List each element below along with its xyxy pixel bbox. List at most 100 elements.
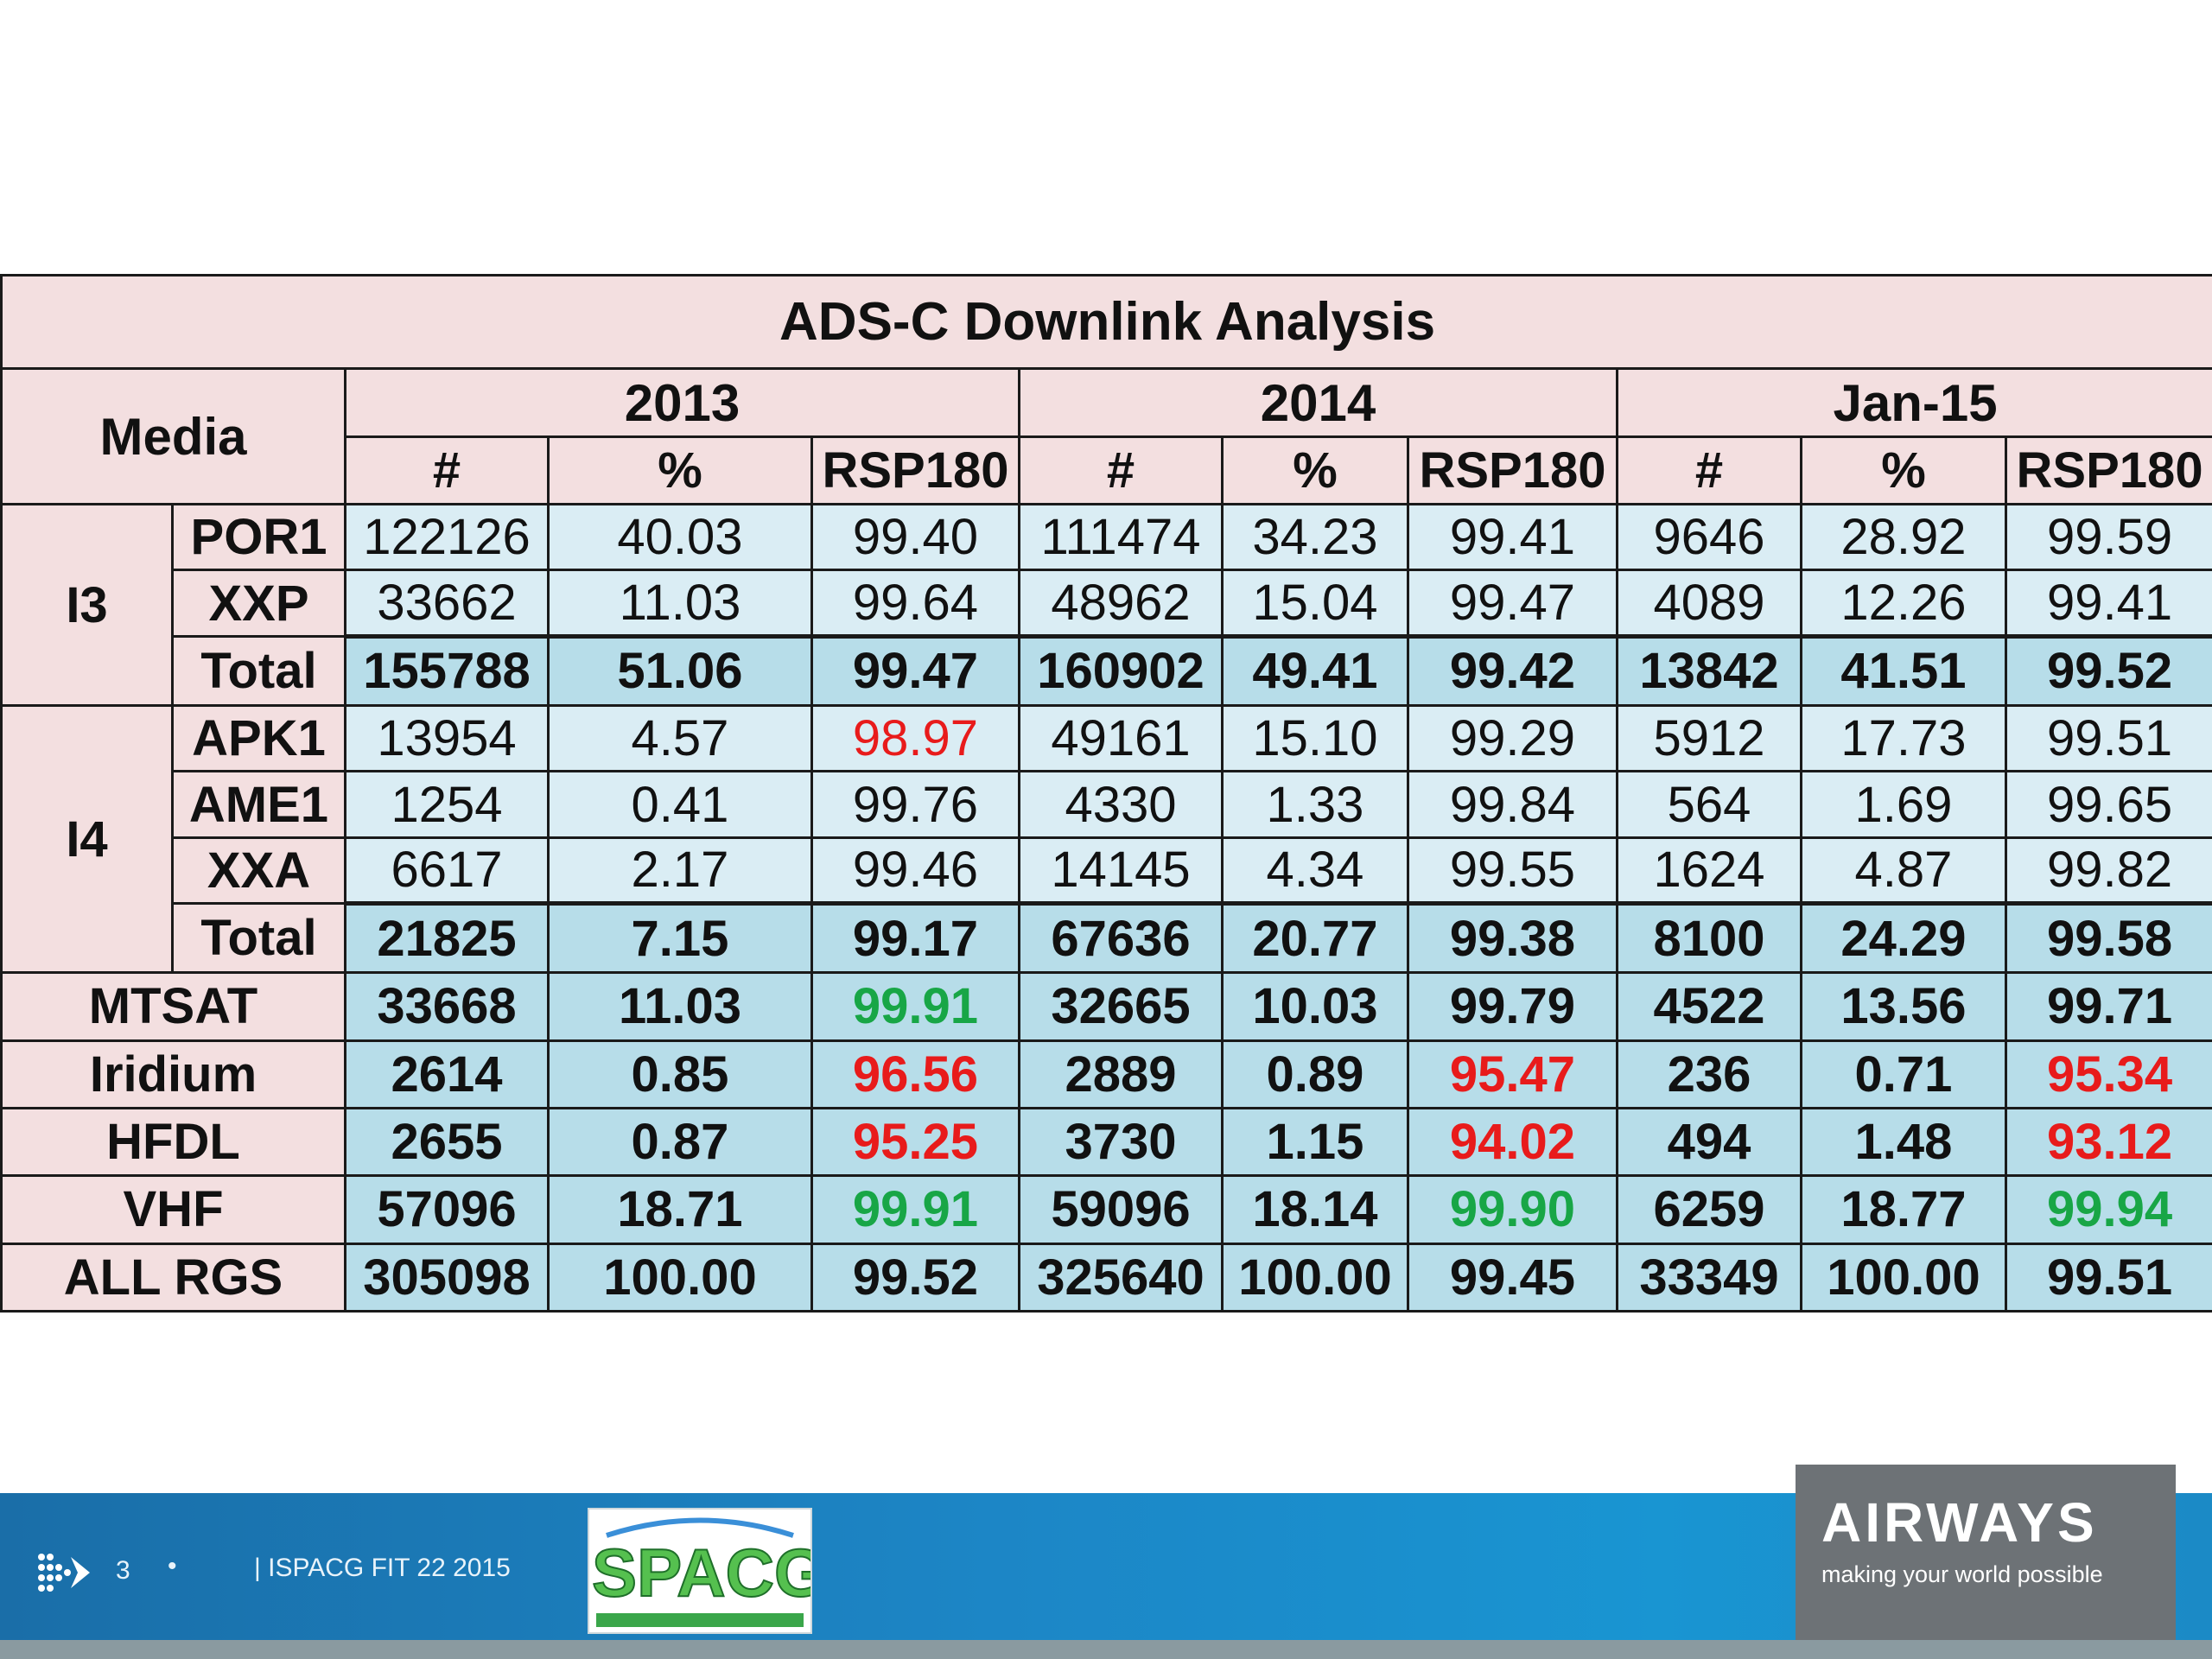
row-label: XXP [171, 569, 346, 638]
group-label: I4 [0, 704, 174, 975]
table-cell: 1254 [344, 770, 550, 839]
table-cell: 48962 [1018, 569, 1224, 638]
table-cell: 4330 [1018, 770, 1224, 839]
table-cell: 99.90 [1407, 1174, 1618, 1245]
table-cell: 99.38 [1407, 900, 1618, 975]
table-cell: 94.02 [1407, 1106, 1618, 1178]
table-cell: 99.52 [810, 1242, 1020, 1313]
table-cell: 6617 [344, 836, 550, 905]
table-row: Iridium 2614 0.85 96.56 2889 0.89 95.47 236 0.71… [0, 1039, 2212, 1109]
ispacg-logo: ISPACG [588, 1508, 812, 1634]
table-cell: 41.51 [1800, 633, 2007, 708]
table-cell: 160902 [1018, 633, 1224, 708]
table-cell: 95.34 [2004, 1039, 2212, 1109]
table-cell: 99.91 [810, 1174, 1020, 1245]
table-cell: 99.82 [2004, 836, 2212, 905]
media-header: Media [0, 367, 346, 506]
table-cell: 4089 [1616, 569, 1802, 638]
table-cell: 1.33 [1221, 770, 1409, 839]
chevron-arrows-icon [38, 1554, 90, 1592]
table-cell: 99.55 [1407, 836, 1618, 905]
table-cell: 18.77 [1800, 1174, 2007, 1245]
table-cell: 99.91 [810, 971, 1020, 1042]
brand-name: AIRWAYS [1821, 1491, 2098, 1554]
table-cell: 15.10 [1221, 704, 1409, 773]
table-cell: 7.15 [547, 900, 813, 975]
table-cell: 99.64 [810, 569, 1020, 638]
table-cell: 122126 [344, 503, 550, 572]
row-label: APK1 [171, 704, 346, 773]
table-cell: 99.45 [1407, 1242, 1618, 1313]
table-cell: 4.34 [1221, 836, 1409, 905]
table-cell: 95.25 [810, 1106, 1020, 1178]
table-cell: 99.59 [2004, 503, 2212, 572]
sub-header-percent: % [1800, 435, 2007, 506]
table-cell: 98.97 [810, 704, 1020, 773]
table-row: ALL RGS 305098 100.00 99.52 325640 100.00 99.4… [0, 1242, 2212, 1313]
table-cell: 100.00 [547, 1242, 813, 1313]
group-label: I3 [0, 503, 174, 708]
table-cell: 12.26 [1800, 569, 2007, 638]
table-cell: 99.84 [1407, 770, 1618, 839]
table-cell: 99.51 [2004, 1242, 2212, 1313]
table-cell: 5912 [1616, 704, 1802, 773]
row-label: AME1 [171, 770, 346, 839]
table-cell: 24.29 [1800, 900, 2007, 975]
row-label: VHF [0, 1174, 346, 1245]
table-row: Total 21825 7.15 99.17 67636 20.77 99.38 8100 24… [2, 900, 2212, 975]
table-cell: 2655 [344, 1106, 550, 1178]
table-cell: 305098 [344, 1242, 550, 1313]
table-cell: 2614 [344, 1039, 550, 1109]
table-cell: 99.79 [1407, 971, 1618, 1042]
row-label: POR1 [171, 503, 346, 572]
table-cell: 57096 [344, 1174, 550, 1245]
table-cell: 0.41 [547, 770, 813, 839]
table-cell: 99.58 [2004, 900, 2212, 975]
table-cell: 99.41 [2004, 569, 2212, 638]
table-cell: 99.47 [1407, 569, 1618, 638]
table-cell: 14145 [1018, 836, 1224, 905]
sub-header-percent: % [1221, 435, 1409, 506]
footer-strip [0, 1640, 2212, 1659]
table-cell: 99.52 [2004, 633, 2212, 708]
table-cell: 10.03 [1221, 971, 1409, 1042]
table-cell: 33668 [344, 971, 550, 1042]
table-row: VHF 57096 18.71 99.91 59096 18.14 99.90 6259 18.… [0, 1174, 2212, 1245]
table-cell: 8100 [1616, 900, 1802, 975]
table-cell: 99.40 [810, 503, 1020, 572]
table-cell: 1.48 [1800, 1106, 2007, 1178]
sub-header-rsp180: RSP180 [2004, 435, 2212, 506]
sub-header-count: # [1018, 435, 1224, 506]
table-cell: 99.46 [810, 836, 1020, 905]
table-cell: 0.71 [1800, 1039, 2007, 1109]
table-cell: 20.77 [1221, 900, 1409, 975]
table-cell: 99.71 [2004, 971, 2212, 1042]
table-cell: 494 [1616, 1106, 1802, 1178]
sub-header-count: # [344, 435, 550, 506]
year-header-2014: 2014 [1018, 367, 1618, 438]
table-cell: 34.23 [1221, 503, 1409, 572]
table-cell: 28.92 [1800, 503, 2007, 572]
table-cell: 6259 [1616, 1174, 1802, 1245]
table-cell: 13842 [1616, 633, 1802, 708]
table-cell: 99.29 [1407, 704, 1618, 773]
table-cell: 93.12 [2004, 1106, 2212, 1178]
table-cell: 59096 [1018, 1174, 1224, 1245]
table-cell: 111474 [1018, 503, 1224, 572]
table-cell: 2889 [1018, 1039, 1224, 1109]
table-cell: 9646 [1616, 503, 1802, 572]
table-cell: 4.87 [1800, 836, 2007, 905]
table-cell: 3730 [1018, 1106, 1224, 1178]
table-cell: 17.73 [1800, 704, 2007, 773]
table-row: XXP 33662 11.03 99.64 48962 15.04 99.47 4089 12.… [2, 569, 2212, 638]
table-cell: 99.17 [810, 900, 1020, 975]
table-row: XXA 6617 2.17 99.46 14145 4.34 99.55 1624 4.87 99… [2, 836, 2212, 905]
table-cell: 49161 [1018, 704, 1224, 773]
sub-header-count: # [1616, 435, 1802, 506]
table-cell: 155788 [344, 633, 550, 708]
table-cell: 18.14 [1221, 1174, 1409, 1245]
table-cell: 325640 [1018, 1242, 1224, 1313]
footer-bullet: • [168, 1552, 177, 1580]
table-cell: 564 [1616, 770, 1802, 839]
table-cell: 99.41 [1407, 503, 1618, 572]
